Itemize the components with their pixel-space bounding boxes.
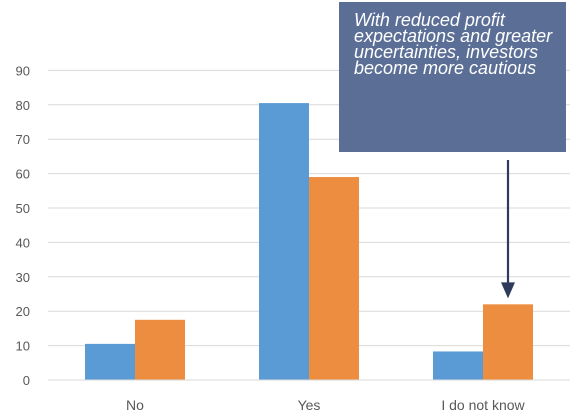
y-tick-label: 60 <box>16 167 30 182</box>
bar <box>309 177 359 380</box>
y-tick-label: 40 <box>16 235 30 250</box>
annotation-callout: With reduced profit expectations and gre… <box>339 2 566 152</box>
bar <box>483 304 533 380</box>
y-tick-label: 20 <box>16 304 30 319</box>
bar <box>85 343 135 380</box>
x-axis-categories: No Yes I do not know <box>126 397 525 412</box>
y-tick-label: 80 <box>16 98 30 113</box>
y-tick-label: 30 <box>16 270 30 285</box>
x-category-label: No <box>126 397 144 412</box>
y-tick-label: 10 <box>16 339 30 354</box>
y-axis-ticks: 0 10 20 30 40 50 60 70 80 90 <box>16 63 30 388</box>
y-tick-label: 70 <box>16 132 30 147</box>
x-category-label: I do not know <box>441 397 525 412</box>
bar <box>135 319 185 380</box>
y-tick-label: 90 <box>16 63 30 78</box>
annotation-arrow <box>501 160 515 299</box>
bar <box>259 103 309 380</box>
y-tick-label: 0 <box>23 373 30 388</box>
arrow-head <box>501 282 515 299</box>
annotation-text: With reduced profit expectations and gre… <box>354 10 553 78</box>
y-tick-label: 50 <box>16 201 30 216</box>
bar <box>433 351 483 380</box>
bars <box>85 103 533 380</box>
x-category-label: Yes <box>298 397 321 412</box>
